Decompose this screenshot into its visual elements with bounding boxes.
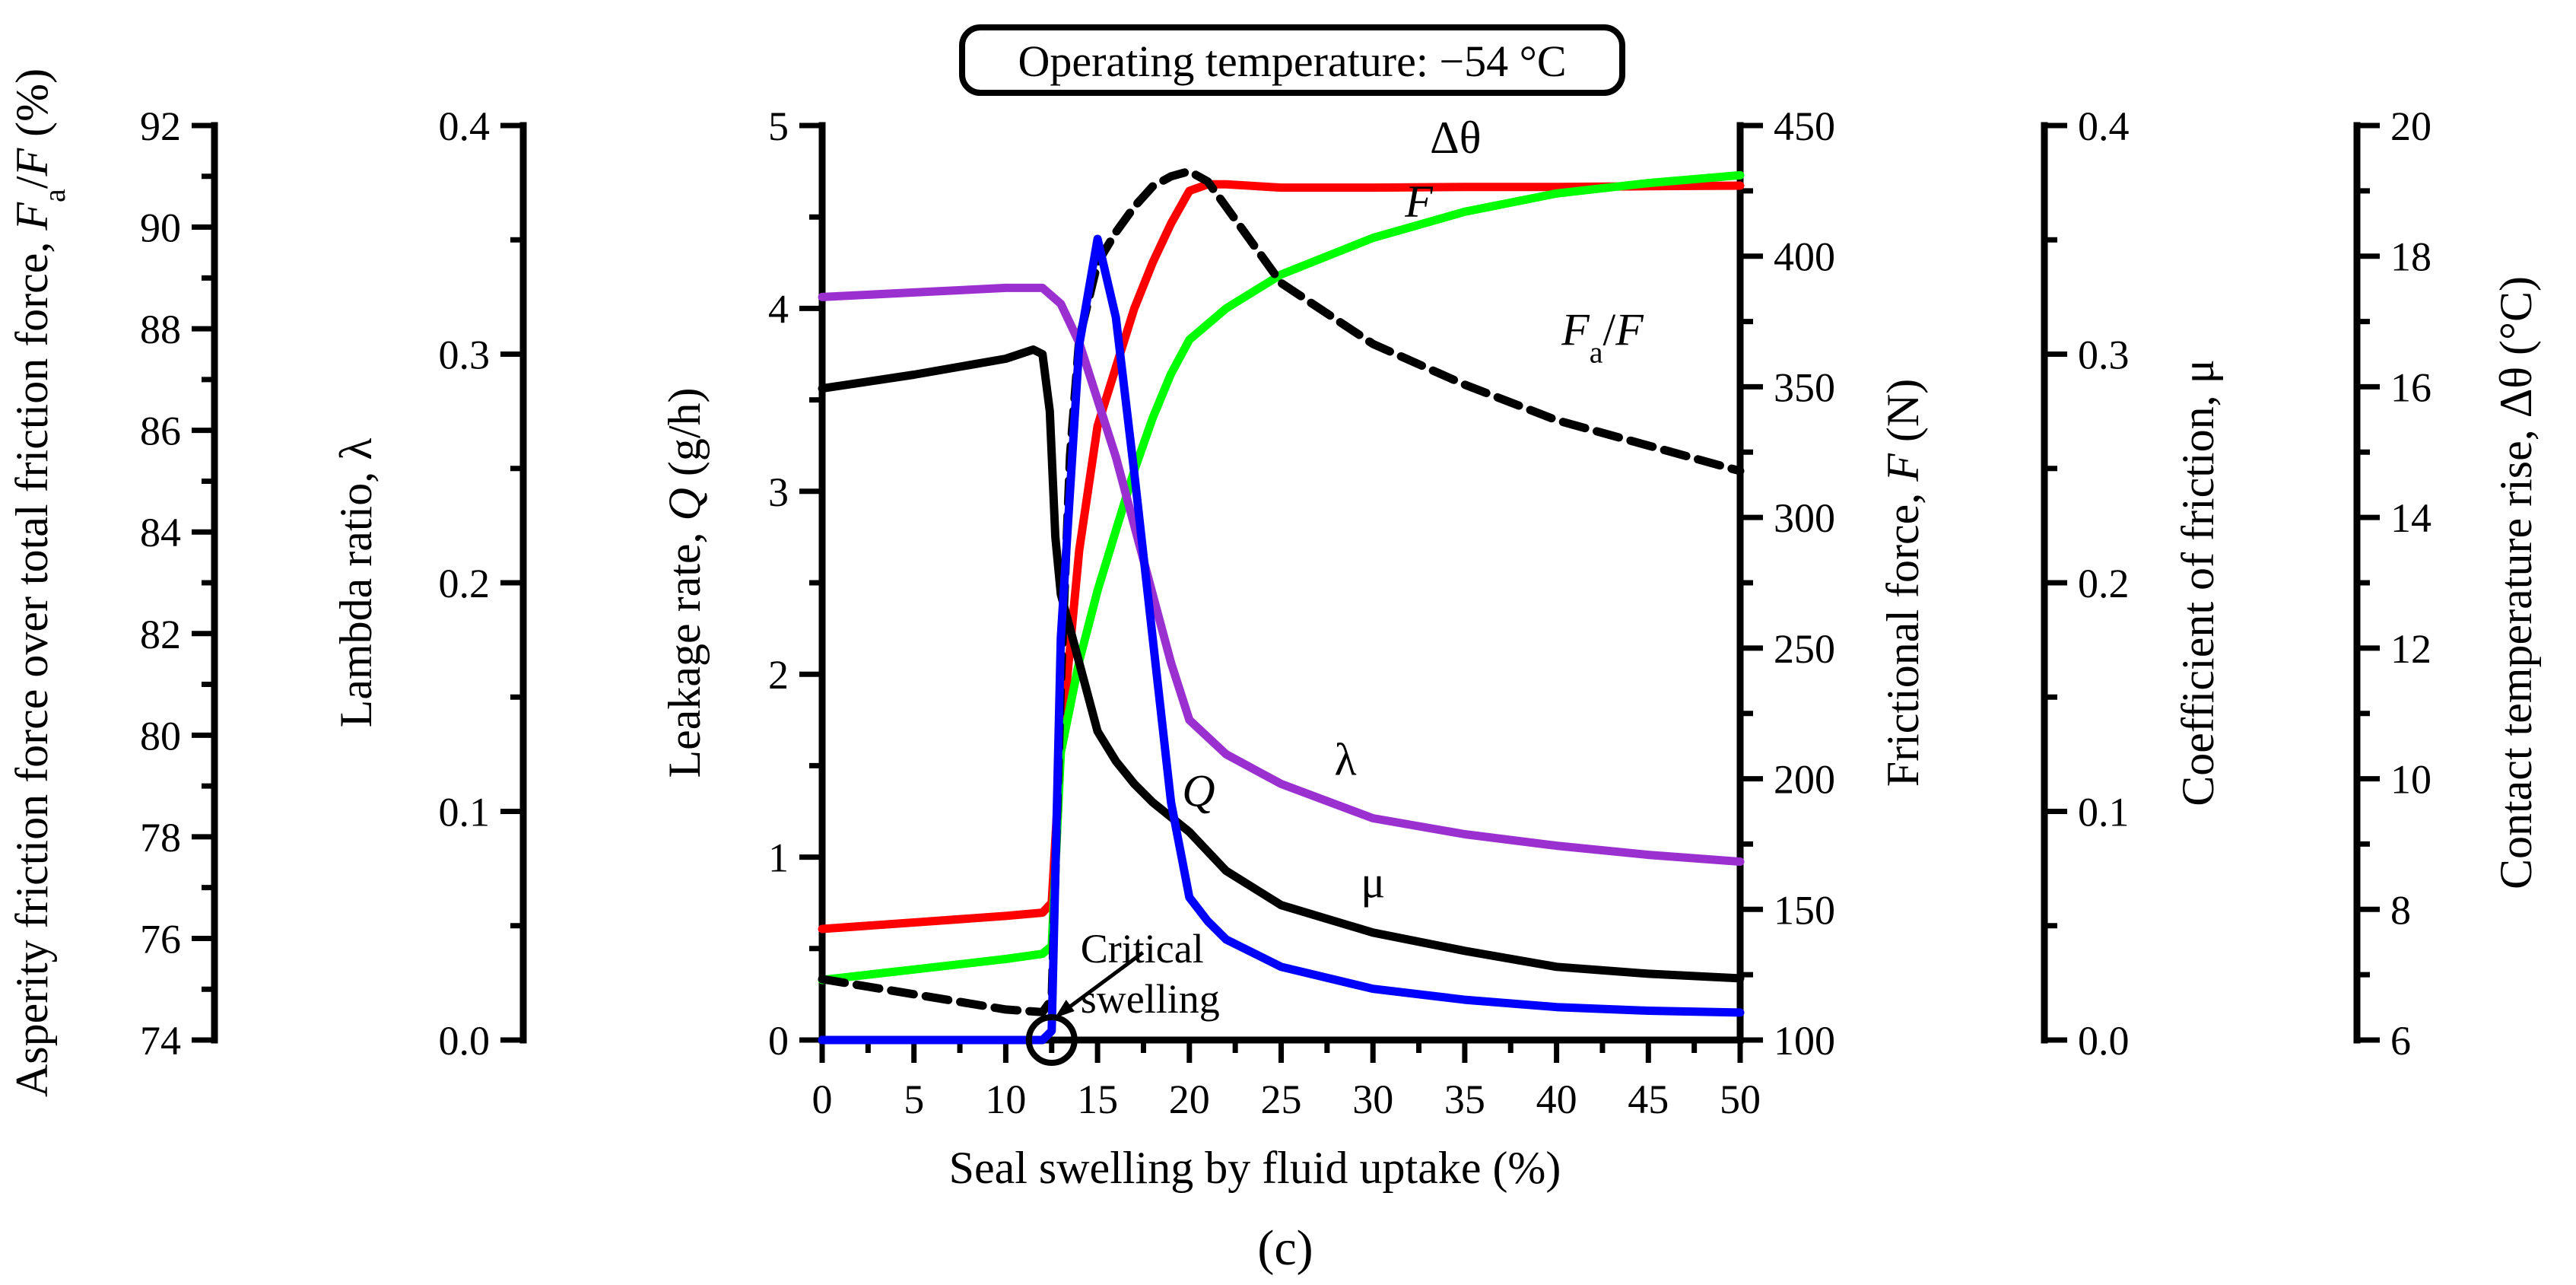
axis-fa-tick-label: 74: [140, 1018, 181, 1064]
axis-Q-tick-label: 5: [768, 103, 789, 149]
curve-label-FaF: Fa/F: [1561, 304, 1644, 369]
operating-temperature-banner: Operating temperature: −54 °C: [959, 24, 1625, 96]
x-axis: 0 5 10 15 20 25 30 35 40 45 50: [812, 1036, 1761, 1122]
x-axis-tick-label: 0: [812, 1077, 833, 1122]
axis-fa-tick-label: 80: [140, 713, 181, 759]
axis-F-tick-label: 300: [1774, 495, 1835, 541]
axis-F-tick-label: 450: [1774, 103, 1835, 149]
axis-F-tick-label: 250: [1774, 626, 1835, 672]
critical-swelling-annotation: Critical swelling: [1025, 926, 1220, 1066]
axis-mu-tick-label: 0.0: [2078, 1018, 2130, 1064]
x-axis-title: Seal swelling by fluid uptake (%): [949, 1143, 1561, 1193]
axis-dtheta-tick-label: 12: [2390, 626, 2431, 672]
x-axis-tick-label: 15: [1077, 1077, 1118, 1122]
series-Q: [818, 234, 1745, 1045]
axis-lambda-tick-label: 0.4: [439, 103, 491, 149]
critical-swelling-arrowhead: [1054, 1000, 1075, 1018]
axis-Q-tick-label: 0: [768, 1018, 789, 1064]
axis-mu: 0.0 0.1 0.2 0.3 0.4 Coefficient of friction, …: [2041, 103, 2223, 1064]
axis-mu-tick-label: 0.1: [2078, 790, 2130, 835]
x-axis-tick-label: 50: [1720, 1077, 1761, 1122]
series-layer: [818, 167, 1745, 1045]
axis-lambda-tick-label: 0.0: [439, 1018, 491, 1064]
curve-label-F: F: [1404, 177, 1434, 227]
x-axis-tick-label: 20: [1169, 1077, 1210, 1122]
banner-box: [959, 24, 1625, 96]
axis-fa-tick-label: 86: [140, 409, 181, 454]
axis-lambda-tick-label: 0.3: [439, 332, 491, 378]
axis-lambda-title: Lambda ratio, λ: [331, 438, 381, 728]
curve-label-: μ: [1361, 857, 1385, 907]
axis-F-tick-label: 400: [1774, 234, 1835, 280]
axis-mu-tick-label: 0.2: [2078, 561, 2130, 606]
axis-lambda: 0.0 0.1 0.2 0.3 0.4 Lambda ratio, λ: [331, 103, 527, 1064]
axis-dtheta-tick-label: 14: [2390, 495, 2431, 541]
panel-label: (c): [1257, 1220, 1313, 1276]
series-F: [818, 170, 1745, 984]
x-axis-tick-label: 10: [985, 1077, 1026, 1122]
x-axis-tick-label: 40: [1536, 1077, 1577, 1122]
axis-fa-tick-label: 90: [140, 205, 181, 251]
axis-lambda-tick-label: 0.2: [439, 561, 491, 606]
critical-swelling-arrow: [1059, 950, 1145, 1016]
axis-fa-tick-label: 78: [140, 815, 181, 860]
axis-dtheta-tick-label: 20: [2390, 103, 2431, 149]
axis-Q: 0 1 2 3 4 5 Leakage rate, Q (g/h): [659, 103, 826, 1064]
axis-dtheta-tick-label: 8: [2390, 887, 2411, 933]
curve-label-: Δθ: [1430, 113, 1481, 163]
series-fa: [818, 167, 1745, 1016]
x-axis-tick-label: 25: [1261, 1077, 1302, 1122]
axis-dtheta-tick-label: 18: [2390, 234, 2431, 280]
series-dtheta: [818, 180, 1745, 934]
axis-fa-tick-label: 82: [140, 612, 181, 657]
critical-swelling-circle: [1025, 1014, 1078, 1066]
axis-Q-tick-label: 2: [768, 652, 789, 698]
curve-label-: λ: [1334, 734, 1356, 784]
banner-text: Operating temperature: −54 °C: [1018, 37, 1566, 86]
axis-Q-tick-label: 3: [768, 469, 789, 515]
axis-fa-tick-label: 88: [140, 307, 181, 352]
axis-dtheta-title: Contact temperature rise, Δθ (°C): [2491, 276, 2541, 889]
curve-label-Q: Q: [1182, 765, 1215, 816]
series-lambda: [818, 283, 1745, 867]
axis-Q-tick-label: 1: [768, 835, 789, 881]
axis-F-tick-label: 100: [1774, 1018, 1835, 1064]
x-axis-tick-label: 45: [1628, 1077, 1669, 1122]
axis-mu-tick-label: 0.4: [2078, 103, 2130, 149]
axis-dtheta: 6 8 10 12 14 16 18 20 Contact temperature rise, …: [2353, 103, 2541, 1064]
axis-fa-tick-label: 84: [140, 510, 181, 555]
axis-F: 100 150 200 250 300 350 400 450 Frictional force…: [1736, 103, 1928, 1064]
axis-mu-title: Coefficient of friction, μ: [2173, 359, 2223, 806]
axis-fa-title: Asperity friction force over total frict…: [7, 68, 71, 1097]
x-axis-tick-label: 5: [904, 1077, 924, 1122]
axis-mu-tick-label: 0.3: [2078, 332, 2130, 378]
axis-F-tick-label: 200: [1774, 757, 1835, 803]
axis-Q-title: Leakage rate, Q (g/h): [659, 387, 710, 778]
axis-dtheta-tick-label: 6: [2390, 1018, 2411, 1064]
series-mu: [818, 345, 1745, 983]
axis-Q-tick-label: 4: [768, 286, 789, 332]
curve-labels-layer: Δθ F Fa/F λ Qμ: [1182, 113, 1644, 907]
x-axis-tick-label: 30: [1352, 1077, 1393, 1122]
axis-dtheta-tick-label: 10: [2390, 757, 2431, 803]
critical-swelling-label-line2: swelling: [1081, 976, 1220, 1022]
axis-fa: 74 76 78 80 82 84 86 88 90 92 Asperity friction fo…: [7, 68, 218, 1097]
axis-F-tick-label: 350: [1774, 364, 1835, 410]
axis-F-title: Frictional force, F (N): [1878, 379, 1928, 787]
axis-fa-tick-label: 92: [140, 103, 181, 149]
axis-F-tick-label: 150: [1774, 887, 1835, 933]
axis-lambda-tick-label: 0.1: [439, 790, 491, 835]
x-axis-tick-label: 35: [1444, 1077, 1485, 1122]
critical-swelling-label-line1: Critical: [1081, 926, 1204, 972]
axis-fa-tick-label: 76: [140, 916, 181, 962]
axis-dtheta-tick-label: 16: [2390, 364, 2431, 410]
